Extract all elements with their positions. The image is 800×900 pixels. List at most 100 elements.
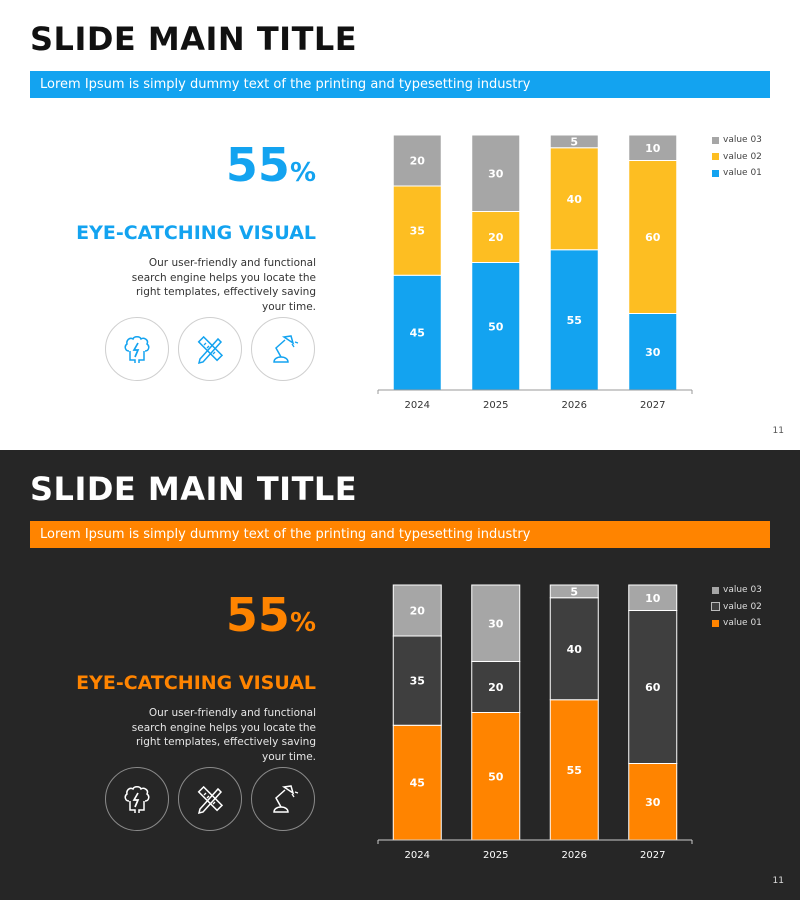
- brain-lightning-icon: [124, 336, 150, 363]
- bar-segment: [628, 160, 678, 314]
- bar-segment: [471, 584, 521, 662]
- stacked-bar-chart: 45 35 20 2024 50 20 30 2025 55 40 5 2026 30 60 10 2027: [377, 584, 693, 861]
- icon-circle-tools: [178, 767, 242, 831]
- legend-swatch: [711, 602, 720, 612]
- bar-segment: [392, 185, 442, 276]
- chart-legend: value 03 value 02 value 01: [712, 132, 762, 182]
- bar-segment: [471, 712, 521, 841]
- bar-segment: [392, 134, 442, 187]
- chart-legend: value 03 value 02 value 01: [711, 582, 762, 632]
- data-label: 10: [645, 592, 661, 605]
- big-percentage: 55%: [226, 138, 316, 192]
- subtitle-banner: Lorem Ipsum is simply dummy text of the …: [30, 521, 770, 548]
- pencil-ruler-icon: [197, 785, 224, 815]
- percentage-value: 55: [225, 588, 290, 642]
- bar-segment: [628, 313, 678, 391]
- bar-segment: [549, 584, 599, 599]
- description-text: Our user-friendly and functional search …: [131, 707, 316, 763]
- x-tick-label: 2024: [405, 850, 430, 861]
- data-label: 20: [488, 681, 504, 694]
- desk-lamp-icon: [273, 335, 299, 363]
- legend-label: value 01: [723, 168, 762, 179]
- bar-segment: [549, 147, 599, 251]
- legend-item-value-01: value 01: [712, 615, 762, 632]
- x-tick-label: 2027: [640, 400, 665, 411]
- stacked-bar-chart: 45 35 20 2024 50 20 30 2025 55 40 5 2026 30 60 10 2027: [377, 134, 693, 411]
- bar-segment: [471, 211, 521, 263]
- data-label: 40: [567, 193, 583, 206]
- bar-segment: [628, 134, 678, 161]
- data-label: 30: [645, 346, 661, 359]
- bar-segment: [628, 610, 678, 764]
- legend-swatch: [712, 586, 719, 594]
- data-label: 60: [645, 681, 661, 694]
- bar-segment: [392, 584, 442, 637]
- data-label: 10: [645, 142, 661, 155]
- legend-item-value-01: value 01: [712, 165, 762, 182]
- legend-label: value 03: [723, 585, 762, 596]
- icon-circle-brain: [105, 767, 169, 831]
- big-percentage: 55%: [226, 588, 316, 642]
- data-label: 45: [410, 777, 425, 790]
- data-label: 30: [488, 617, 504, 630]
- page-number: 11: [772, 426, 784, 436]
- data-label: 55: [567, 764, 582, 777]
- data-label: 20: [410, 155, 426, 168]
- section-heading: EYE-CATCHING VISUAL: [76, 222, 316, 244]
- brain-lightning-icon: [124, 786, 150, 813]
- slide-title: SLIDE MAIN TITLE: [30, 470, 358, 508]
- desk-lamp-icon: [273, 785, 299, 813]
- data-label: 20: [410, 605, 426, 618]
- x-tick-label: 2027: [640, 850, 665, 861]
- data-label: 30: [645, 796, 661, 809]
- data-label: 20: [488, 231, 504, 244]
- legend-label: value 02: [723, 151, 762, 162]
- x-tick-label: 2026: [562, 400, 587, 411]
- x-tick-label: 2025: [483, 850, 508, 861]
- pencil-ruler-icon: [197, 335, 224, 365]
- legend-swatch: [712, 153, 719, 161]
- legend-swatch: [712, 136, 719, 144]
- legend-item-value-02: value 02: [712, 149, 762, 166]
- data-label: 55: [567, 314, 582, 327]
- icon-circle-brain: [105, 317, 169, 381]
- legend-item-value-03: value 03: [712, 582, 762, 599]
- bar-segment: [471, 661, 521, 713]
- slide-dark: SLIDE MAIN TITLE Lorem Ipsum is simply d…: [0, 450, 800, 900]
- legend-label: value 03: [723, 135, 762, 146]
- icon-circle-lamp: [251, 767, 315, 831]
- x-tick-label: 2024: [405, 400, 430, 411]
- bar-segment: [392, 635, 442, 726]
- percentage-value: 55: [225, 138, 290, 192]
- data-label: 5: [570, 135, 578, 148]
- legend-swatch: [712, 169, 719, 177]
- section-heading: EYE-CATCHING VISUAL: [76, 672, 316, 694]
- icon-circle-lamp: [251, 317, 315, 381]
- legend-item-value-02: value 02: [711, 599, 762, 616]
- bar-segment: [628, 584, 678, 611]
- percentage-sign: %: [289, 608, 316, 638]
- bar-segment: [549, 597, 599, 701]
- slide-title: SLIDE MAIN TITLE: [30, 20, 358, 58]
- bar-segment: [471, 262, 521, 391]
- bar-segment: [549, 249, 599, 391]
- legend-label: value 01: [723, 618, 762, 629]
- data-label: 45: [410, 327, 425, 340]
- subtitle-banner: Lorem Ipsum is simply dummy text of the …: [30, 71, 770, 98]
- description-text: Our user-friendly and functional search …: [131, 257, 316, 313]
- data-label: 35: [410, 675, 425, 688]
- x-tick-label: 2026: [562, 850, 587, 861]
- data-label: 5: [570, 585, 578, 598]
- data-label: 60: [645, 231, 661, 244]
- icon-circle-tools: [178, 317, 242, 381]
- data-label: 40: [567, 643, 583, 656]
- percentage-sign: %: [289, 158, 316, 188]
- bar-segment: [471, 134, 521, 212]
- legend-label: value 02: [723, 601, 762, 612]
- data-label: 35: [410, 225, 425, 238]
- bar-segment: [549, 134, 599, 149]
- data-label: 50: [488, 770, 504, 783]
- data-label: 30: [488, 167, 504, 180]
- bar-segment: [549, 699, 599, 841]
- x-tick-label: 2025: [483, 400, 508, 411]
